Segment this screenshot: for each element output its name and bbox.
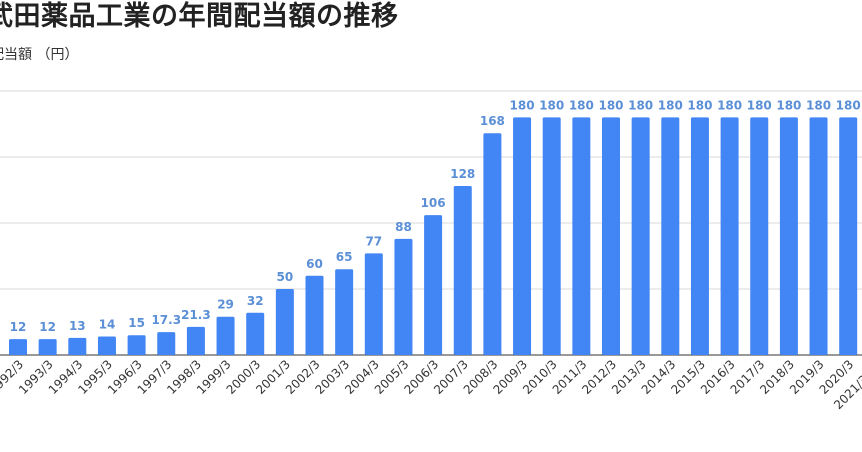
data-label: 180 — [806, 98, 831, 112]
bar — [483, 133, 502, 355]
data-label: 168 — [480, 114, 505, 128]
data-label: 77 — [365, 234, 382, 248]
data-label: 106 — [421, 196, 446, 210]
y-axis-label: 配当額 （円） — [0, 47, 79, 63]
bar — [572, 117, 591, 356]
data-label: 50 — [276, 270, 293, 284]
bar — [157, 332, 176, 355]
bar — [127, 335, 146, 355]
bar — [68, 337, 87, 355]
data-label: 180 — [598, 98, 623, 112]
data-label: 180 — [836, 98, 861, 112]
bar — [9, 339, 27, 355]
chart-title: 武田薬品工業の年間配当額の推移 — [0, 1, 399, 32]
data-label: 17.3 — [151, 313, 181, 327]
data-label: 180 — [658, 98, 683, 112]
bar — [720, 117, 739, 356]
bar — [305, 275, 324, 355]
data-label: 180 — [569, 98, 594, 112]
bar — [186, 326, 205, 355]
bar — [394, 238, 413, 355]
bar — [97, 336, 116, 355]
data-label: 180 — [628, 98, 653, 112]
bar — [424, 215, 443, 355]
bar — [364, 253, 383, 355]
data-label: 88 — [395, 220, 412, 234]
data-label: 180 — [687, 98, 712, 112]
data-label: 180 — [717, 98, 742, 112]
data-label: 65 — [336, 250, 353, 264]
bar — [335, 269, 354, 355]
bar — [602, 117, 620, 356]
data-label: 180 — [510, 98, 535, 112]
bar — [661, 117, 680, 356]
bar — [631, 117, 650, 356]
data-label: 21.3 — [181, 308, 211, 322]
data-label: 12 — [39, 320, 56, 334]
bar — [216, 316, 235, 355]
bar — [38, 339, 57, 355]
data-label: 60 — [306, 257, 323, 271]
bar — [542, 117, 561, 356]
data-label: 180 — [539, 98, 564, 112]
data-label: 180 — [747, 98, 772, 112]
bar — [453, 186, 472, 355]
data-label: 13 — [69, 319, 86, 333]
data-label: 32 — [247, 294, 264, 308]
data-label: 180 — [776, 98, 801, 112]
bar — [246, 312, 265, 355]
bar — [750, 117, 769, 356]
data-label: 15 — [128, 316, 145, 330]
bar — [839, 117, 858, 356]
data-label: 128 — [450, 167, 475, 181]
bar — [690, 117, 709, 356]
bar — [779, 117, 798, 356]
bar — [809, 117, 828, 356]
data-label: 12 — [10, 320, 27, 334]
bar — [275, 289, 294, 355]
data-label: 14 — [99, 318, 116, 332]
data-label: 29 — [217, 298, 234, 312]
bar — [513, 117, 532, 356]
